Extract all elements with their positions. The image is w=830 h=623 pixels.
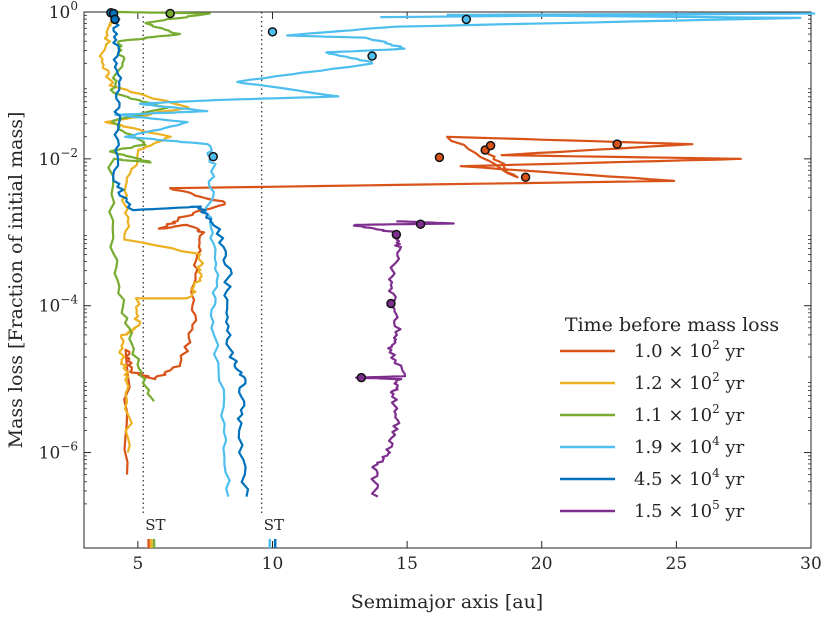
series-marker — [612, 139, 622, 149]
legend-label: 1.0 × 102 yr — [634, 338, 745, 362]
series-marker — [461, 14, 472, 25]
legend-title: Time before mass loss — [565, 314, 779, 336]
y-tick-label: 100 — [49, 0, 78, 23]
x-tick-label: 30 — [800, 554, 822, 574]
series-line — [123, 135, 742, 475]
legend: Time before mass loss 1.0 × 102 yr 1.2 × … — [545, 305, 803, 539]
stability-label: ST — [145, 516, 165, 534]
x-tick-label: 15 — [396, 554, 418, 574]
tick-layer: 5 10 15 20 25 30 100 10−2 10−4 10−6 — [39, 0, 822, 574]
series-marker — [110, 14, 120, 25]
series-marker — [267, 27, 278, 37]
y-axis-label: Mass loss [Fraction of initial mass] — [5, 112, 27, 449]
series-line — [107, 10, 211, 402]
series-marker — [485, 140, 496, 151]
y-tick-label: 10−6 — [39, 440, 78, 464]
legend-label: 1.9 × 104 yr — [634, 434, 745, 458]
legend-label: 1.2 × 102 yr — [634, 370, 745, 394]
x-tick-label: 25 — [666, 554, 688, 574]
series-marker — [356, 372, 367, 383]
stability-lines: ST ST — [142, 12, 284, 548]
legend-label: 4.5 × 104 yr — [634, 466, 745, 490]
marker-layer — [106, 7, 622, 383]
x-tick-label: 20 — [531, 554, 553, 574]
x-tick-label: 10 — [262, 554, 284, 574]
legend-label: 1.1 × 102 yr — [634, 402, 745, 426]
series-marker — [434, 152, 445, 163]
series-line — [98, 15, 204, 453]
legend-entries: 1.0 × 102 yr 1.2 × 102 yr 1.1 × 102 yr 1.9 … — [560, 338, 745, 522]
y-tick-label: 10−2 — [39, 146, 78, 170]
series-line — [109, 12, 250, 497]
x-tick-label: 5 — [132, 554, 143, 574]
x-axis-label: Semimajor axis [au] — [351, 591, 543, 613]
series-marker — [520, 172, 531, 182]
series-marker — [391, 229, 402, 240]
y-tick-label: 10−4 — [39, 293, 79, 317]
series-marker — [386, 298, 396, 309]
legend-label: 1.5 × 105 yr — [634, 498, 745, 522]
series-layer — [98, 10, 816, 498]
series-marker — [415, 219, 426, 229]
series-marker — [367, 51, 377, 61]
series-line — [352, 220, 455, 498]
series-marker — [165, 8, 175, 19]
series-marker — [208, 151, 218, 162]
legend-box — [545, 305, 803, 539]
series-line — [114, 12, 816, 497]
stability-label: ST — [264, 516, 284, 534]
